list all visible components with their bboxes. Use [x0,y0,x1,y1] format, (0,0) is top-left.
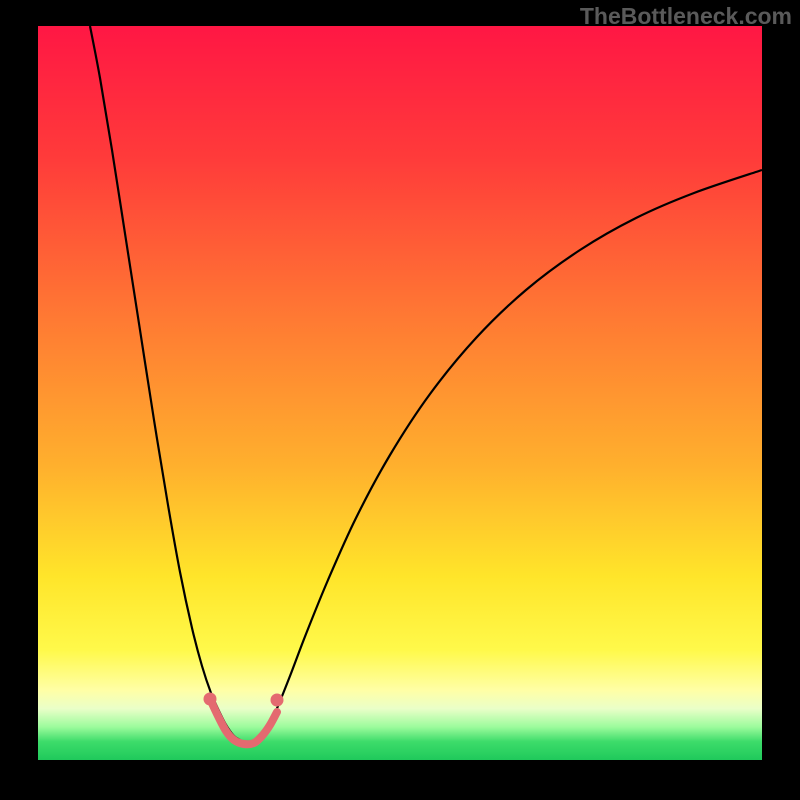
floor-endpoint-dot [204,693,217,706]
bottleneck-chart [0,0,800,800]
watermark-text: TheBottleneck.com [580,3,792,30]
plot-background [38,26,762,760]
floor-endpoint-dot [271,694,284,707]
stage: TheBottleneck.com [0,0,800,800]
